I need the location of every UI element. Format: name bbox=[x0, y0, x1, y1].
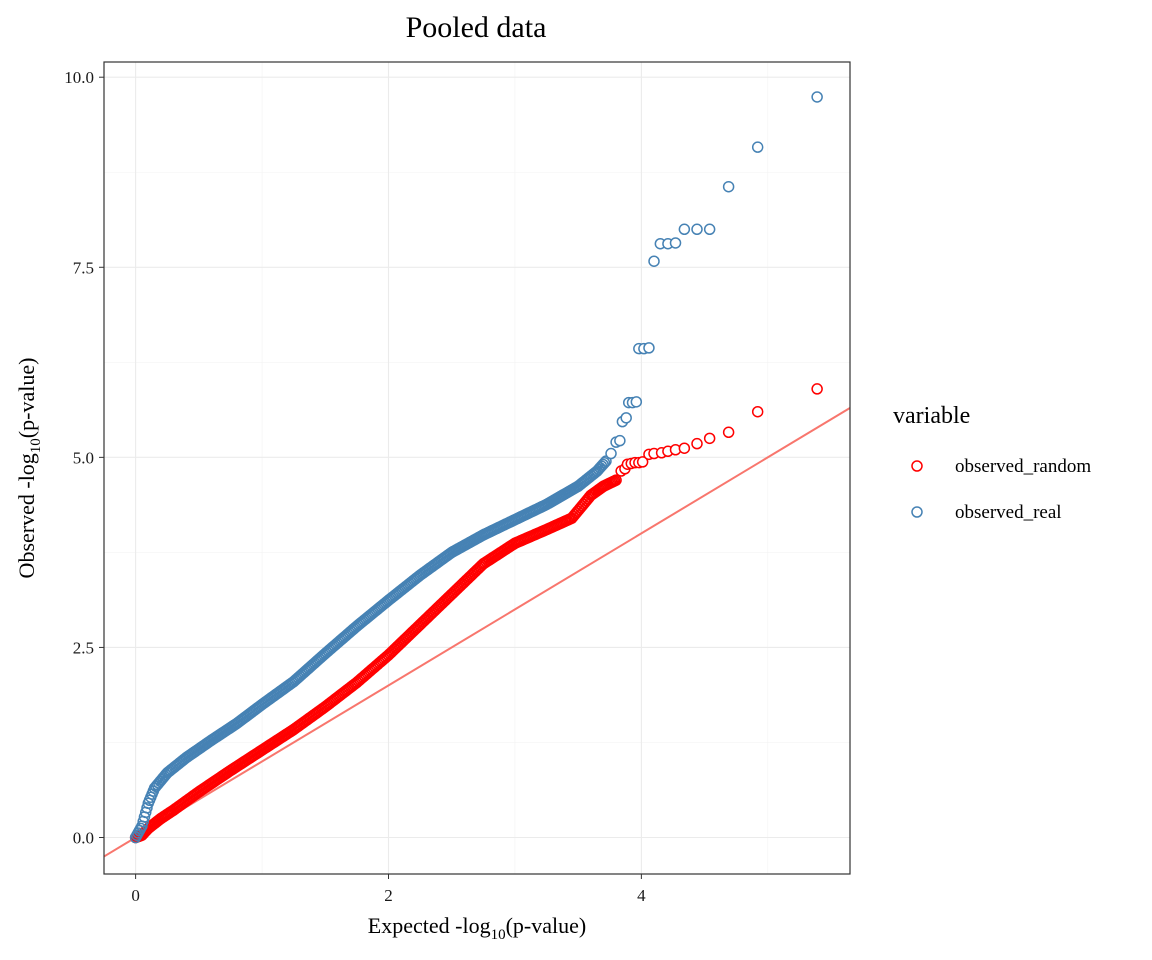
data-point bbox=[610, 474, 622, 486]
data-point bbox=[597, 458, 609, 471]
y-axis-title-prefix: Observed -log bbox=[14, 453, 39, 578]
y-tick-label: 0.0 bbox=[73, 829, 94, 848]
x-axis-title: Expected -log10(p-value) bbox=[368, 913, 586, 943]
data-point bbox=[141, 802, 153, 814]
x-axis-title-subscript: 10 bbox=[491, 927, 506, 943]
y-tick-label: 5.0 bbox=[73, 448, 94, 467]
legend-key-observed_real bbox=[911, 506, 923, 518]
legend-label-observed_real: observed_real bbox=[955, 502, 1062, 523]
x-axis-title-suffix: (p-value) bbox=[506, 913, 587, 938]
y-tick-label: 7.5 bbox=[73, 258, 94, 277]
legend: variable observed_random observed_real bbox=[893, 403, 1091, 523]
x-tick-label: 0 bbox=[131, 886, 140, 905]
panel-border bbox=[103, 61, 851, 875]
y-tick-label: 10.0 bbox=[64, 68, 94, 87]
data-point bbox=[643, 342, 655, 354]
x-tick-label: 4 bbox=[637, 886, 646, 905]
data-point bbox=[678, 223, 691, 236]
points-layer bbox=[129, 91, 823, 844]
data-point bbox=[751, 405, 764, 418]
x-axis-title-prefix: Expected -log bbox=[368, 913, 491, 938]
axes: 0 2 4 0.0 2.5 5.0 7.5 10.0 bbox=[64, 68, 646, 905]
y-axis-title: Observed -log10(p-value) bbox=[14, 358, 44, 579]
data-point bbox=[751, 141, 764, 153]
legend-label-observed_random: observed_random bbox=[955, 456, 1091, 477]
data-point bbox=[811, 383, 823, 395]
data-point bbox=[691, 437, 703, 450]
data-point bbox=[722, 180, 735, 193]
data-point bbox=[636, 456, 649, 468]
grid bbox=[104, 62, 850, 874]
data-point bbox=[722, 426, 735, 439]
y-axis-title-suffix: (p-value) bbox=[14, 358, 39, 439]
data-point bbox=[678, 442, 691, 454]
data-point bbox=[614, 434, 626, 447]
data-point bbox=[703, 223, 716, 236]
series-observed_random bbox=[129, 383, 823, 844]
data-point bbox=[703, 432, 716, 445]
legend-title: variable bbox=[893, 403, 970, 429]
data-point bbox=[630, 396, 643, 408]
data-point bbox=[691, 223, 703, 236]
data-point bbox=[598, 457, 611, 469]
data-point bbox=[669, 237, 682, 249]
series-observed_real bbox=[129, 91, 823, 844]
data-point bbox=[620, 412, 632, 424]
data-point bbox=[648, 255, 660, 267]
x-tick-label: 2 bbox=[384, 886, 393, 905]
y-tick-label: 2.5 bbox=[73, 638, 94, 657]
legend-key-observed_random bbox=[911, 460, 923, 472]
legend-entries: observed_random observed_real bbox=[911, 456, 1091, 523]
chart-title: Pooled data bbox=[406, 11, 547, 44]
data-point bbox=[605, 447, 617, 460]
y-axis-title-subscript: 10 bbox=[28, 438, 44, 453]
data-point bbox=[811, 91, 823, 103]
